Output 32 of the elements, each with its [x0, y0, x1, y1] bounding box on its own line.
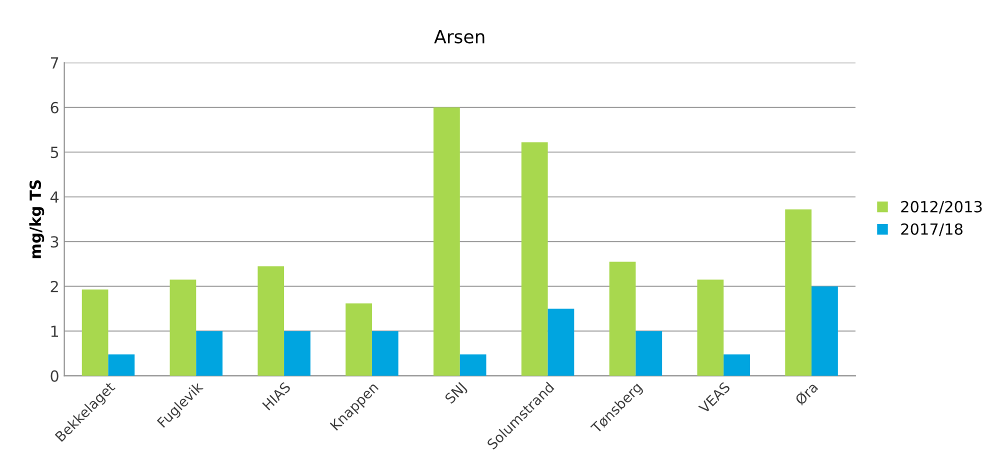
bar — [548, 308, 574, 376]
bar — [284, 331, 310, 376]
bar — [521, 142, 548, 376]
bar — [82, 289, 108, 376]
y-tick-label: 0 — [50, 370, 58, 382]
bar — [434, 107, 460, 376]
bar — [724, 354, 750, 376]
bar — [812, 286, 838, 376]
chart-title: Arsen — [434, 30, 484, 44]
bar — [196, 331, 223, 376]
bar — [258, 266, 284, 376]
bar — [460, 354, 486, 376]
y-tick-label: 6 — [50, 102, 58, 114]
y-axis-title: mg/kg TS — [29, 180, 44, 258]
bar — [346, 303, 372, 376]
legend-label: 2017/18 — [901, 223, 962, 236]
bar — [108, 354, 135, 376]
y-tick-label: 3 — [50, 236, 58, 248]
x-tick-label: Øra — [794, 382, 818, 406]
legend-label: 2012/2013 — [901, 200, 982, 214]
y-tick-label: 1 — [51, 326, 58, 337]
bar — [785, 209, 812, 376]
bar — [372, 331, 398, 376]
bar — [697, 280, 724, 376]
y-tick-label: 2 — [50, 280, 58, 292]
y-tick-label: 4 — [50, 192, 59, 203]
bar — [636, 331, 662, 376]
y-tick-label: 7 — [50, 57, 58, 68]
y-tick-label: 5 — [50, 146, 58, 158]
bar — [170, 280, 196, 376]
x-tick-label: SNJ — [444, 382, 468, 406]
bar — [609, 262, 636, 376]
